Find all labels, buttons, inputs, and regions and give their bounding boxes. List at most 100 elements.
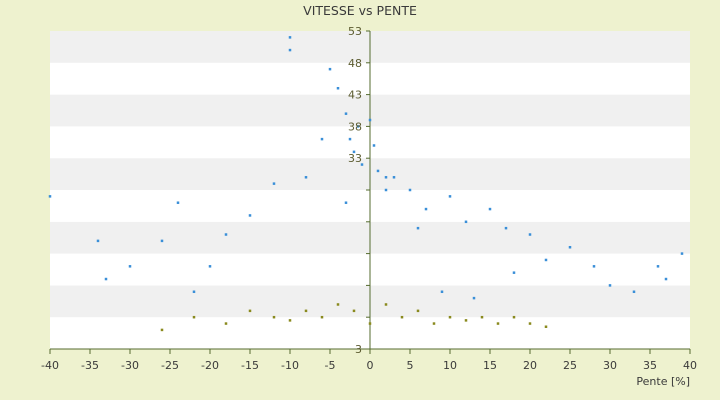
x-tick-label: 15 <box>483 359 497 372</box>
data-point <box>288 319 292 322</box>
data-point <box>528 233 532 236</box>
data-point <box>372 144 376 147</box>
data-point <box>432 322 436 325</box>
data-point <box>160 328 164 332</box>
x-tick-label: 40 <box>683 359 697 372</box>
data-point <box>528 322 532 325</box>
data-point <box>488 207 492 211</box>
data-point <box>288 48 292 52</box>
x-tick-label: -15 <box>241 359 259 372</box>
data-point <box>392 176 396 179</box>
data-point <box>336 303 340 306</box>
data-point <box>348 137 352 141</box>
chart-title: VITESSE vs PENTE <box>303 3 417 18</box>
data-point <box>440 290 444 294</box>
x-tick-label: 30 <box>603 359 617 372</box>
data-point <box>368 118 372 122</box>
data-point <box>304 309 308 313</box>
x-tick-label: 20 <box>523 359 537 372</box>
data-point <box>608 284 612 287</box>
y-tick-label: 43 <box>348 89 362 102</box>
data-point <box>384 188 388 192</box>
x-tick-label: -10 <box>281 359 299 372</box>
data-point <box>368 322 372 325</box>
data-point <box>480 315 484 319</box>
data-point <box>344 201 348 204</box>
y-tick-label: 33 <box>348 152 362 165</box>
data-point <box>192 290 196 294</box>
data-point <box>320 137 324 141</box>
x-tick-label: -5 <box>325 359 336 372</box>
data-point <box>544 258 548 262</box>
data-point <box>272 315 276 319</box>
data-point <box>376 169 380 173</box>
data-point <box>248 214 252 217</box>
data-point <box>400 315 404 319</box>
data-point <box>344 112 348 115</box>
data-point <box>384 176 388 179</box>
data-point <box>512 315 516 319</box>
data-point <box>356 125 360 128</box>
data-point <box>272 182 276 185</box>
x-axis-label: Pente [%] <box>636 375 690 388</box>
data-point <box>352 150 356 154</box>
x-tick-label: 0 <box>367 359 374 372</box>
x-tick-label: -30 <box>121 359 139 372</box>
data-point <box>664 277 668 281</box>
x-tick-label: 10 <box>443 359 457 372</box>
data-point <box>360 163 364 166</box>
x-tick-label: -40 <box>41 359 59 372</box>
data-point <box>160 239 164 243</box>
x-tick-label: 5 <box>407 359 414 372</box>
data-point <box>96 239 100 243</box>
x-tick-label: -20 <box>201 359 219 372</box>
data-point <box>192 315 196 319</box>
data-point <box>464 319 468 322</box>
data-point <box>448 195 452 198</box>
data-point <box>328 67 332 71</box>
data-point <box>304 176 308 179</box>
data-point <box>424 207 428 211</box>
data-point <box>104 277 108 281</box>
data-point <box>656 265 660 268</box>
data-point <box>224 233 228 236</box>
data-point <box>408 188 412 192</box>
data-point <box>544 325 548 328</box>
data-point <box>504 226 508 230</box>
data-point <box>224 322 228 325</box>
data-point <box>48 195 52 198</box>
data-point <box>448 315 452 319</box>
series-blue-points <box>48 36 684 300</box>
data-point <box>336 86 340 90</box>
data-point <box>632 290 636 294</box>
x-tick-label: -25 <box>161 359 179 372</box>
data-point <box>680 252 684 255</box>
data-point <box>384 303 388 306</box>
y-tick-label: 38 <box>348 120 362 133</box>
axes <box>49 30 691 354</box>
data-point <box>512 271 516 274</box>
data-point <box>248 309 252 313</box>
x-tick-label: 35 <box>643 359 657 372</box>
data-point <box>496 322 500 325</box>
y-tick-label: 53 <box>348 25 362 38</box>
data-point <box>320 315 324 319</box>
data-point <box>352 309 356 313</box>
x-tick-label: 25 <box>563 359 577 372</box>
y-tick-label: 3 <box>355 343 362 356</box>
series-olive-points <box>160 303 548 332</box>
tick-labels: -40 -35 -30 -25 -20 -15 -10 -5 0 5 10 15 20 25 30 35 40 3… <box>41 25 697 372</box>
x-tick-label: -35 <box>81 359 99 372</box>
data-point <box>472 296 476 300</box>
data-point <box>592 265 596 268</box>
data-point <box>176 201 180 204</box>
y-tick-label: 48 <box>348 57 362 70</box>
data-point <box>288 36 292 39</box>
data-point <box>128 265 132 268</box>
data-point <box>568 245 572 249</box>
data-point <box>416 309 420 313</box>
data-point <box>208 265 212 268</box>
data-point <box>464 220 468 224</box>
